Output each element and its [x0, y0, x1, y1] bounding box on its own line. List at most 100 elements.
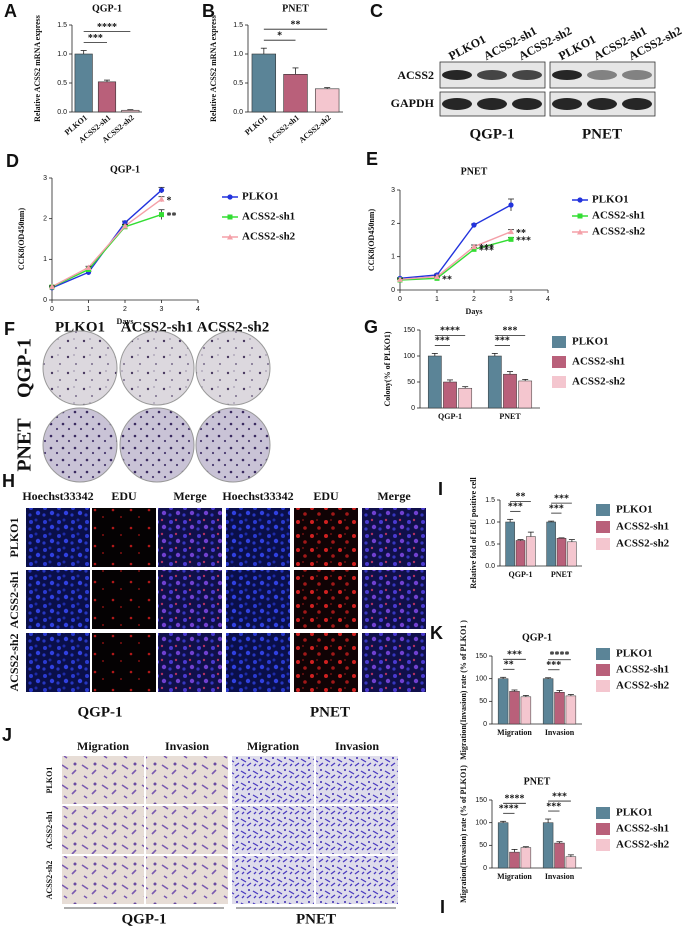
- bar: [97, 81, 117, 113]
- legend-swatch: [596, 664, 610, 676]
- micrograph: [146, 856, 228, 904]
- sig-label: ***: [503, 326, 518, 337]
- legend-swatch: [552, 376, 566, 388]
- column-label: Hoechst33342: [222, 489, 293, 503]
- x-tick-label: ACSS2-sh2: [297, 113, 332, 145]
- micrograph: [92, 570, 156, 629]
- x-tick-label: QGP-1: [438, 412, 462, 421]
- plate-image: [42, 330, 118, 406]
- point: [158, 196, 165, 202]
- legend-label: ACSS2-sh2: [242, 231, 296, 243]
- bar: [509, 691, 520, 725]
- column-label: Merge: [173, 489, 207, 503]
- micrograph: [226, 570, 290, 629]
- x-tick-label: Invasion: [545, 728, 575, 737]
- bar: [526, 536, 536, 567]
- row-label: QGP-1: [14, 338, 36, 398]
- legend-swatch: [552, 336, 566, 348]
- x-tick-label: QGP-1: [509, 570, 533, 579]
- y-tick-label: 1.5: [485, 497, 495, 504]
- panel-label: G: [364, 317, 378, 337]
- series-line: [399, 231, 512, 281]
- y-tick-label: 0: [483, 865, 487, 872]
- point: [85, 264, 92, 270]
- y-tick-label: 0.0: [57, 109, 67, 116]
- y-tick-label: 0.5: [57, 80, 67, 87]
- point: [434, 273, 440, 280]
- plate-image: [195, 330, 271, 406]
- sig-label: **: [504, 660, 514, 671]
- bar: [251, 53, 277, 113]
- panel-label: F: [4, 319, 15, 339]
- column-label: PLKO1: [55, 319, 105, 335]
- bar: [565, 856, 577, 869]
- y-tick-label: 1.5: [233, 22, 243, 29]
- row-label: PNET: [14, 418, 36, 472]
- blot-band: [477, 70, 507, 80]
- y-tick-label: 1.0: [57, 51, 67, 58]
- y-axis-label: Migration(Invasion) rate (% of PLKO1): [459, 765, 468, 903]
- y-tick-label: 2: [391, 220, 395, 227]
- group-label: PNET: [582, 126, 622, 142]
- legend-label: PLKO1: [616, 807, 653, 819]
- point: [508, 228, 514, 235]
- bar: [518, 380, 533, 409]
- legend-label: ACSS2-sh2: [616, 680, 670, 692]
- point: [471, 222, 477, 228]
- sig-label: ***: [88, 33, 103, 44]
- legend-marker: [577, 197, 583, 203]
- y-axis-label: CCK8(OD450nm): [17, 208, 26, 271]
- bar: [314, 88, 340, 113]
- sig-label: ***: [495, 336, 510, 347]
- y-tick-label: 50: [479, 842, 487, 849]
- y-tick-label: 1: [43, 256, 47, 263]
- sig-label: ****: [499, 804, 519, 815]
- point: [471, 243, 477, 250]
- micrograph: [62, 756, 144, 804]
- blot-band: [477, 98, 507, 110]
- legend-marker: [227, 194, 233, 200]
- x-tick-label: 0: [50, 306, 54, 313]
- micrograph: [158, 633, 222, 692]
- panel-label: H: [2, 471, 15, 491]
- sig-label: ****: [97, 22, 117, 33]
- micrograph: [362, 633, 426, 692]
- micrograph: [362, 570, 426, 629]
- x-tick-label: Migration: [497, 872, 532, 881]
- sig-label: ***: [507, 650, 522, 661]
- x-axis-label: Days: [117, 317, 134, 326]
- column-label: ACSS2-sh2: [197, 319, 270, 335]
- sig-label: ***: [549, 503, 564, 514]
- x-axis-label: Days: [466, 307, 483, 316]
- bar: [509, 851, 520, 869]
- plate-image: [119, 407, 195, 483]
- group-label: PNET: [296, 911, 336, 927]
- series-line: [51, 198, 162, 288]
- y-tick-label: 0: [391, 287, 395, 294]
- x-tick-label: 1: [87, 306, 91, 313]
- bar: [443, 381, 457, 409]
- micrograph: [62, 856, 144, 904]
- column-label: Merge: [377, 489, 411, 503]
- x-tick-label: 3: [509, 296, 513, 303]
- plate-image: [119, 330, 195, 406]
- legend-label: ACSS2-sh2: [616, 538, 670, 550]
- column-label: ACSS2-sh1: [121, 319, 194, 335]
- sig-label: ***: [435, 336, 450, 347]
- micrograph: [62, 806, 144, 854]
- x-tick-label: 2: [472, 296, 476, 303]
- bar: [542, 678, 554, 725]
- legend-label: ACSS2-sh2: [592, 226, 646, 238]
- chart-title: PNET: [461, 166, 488, 177]
- y-axis-label: Relative ACSS2 mRNA express: [33, 15, 42, 122]
- micrograph: [316, 856, 398, 904]
- sig-label: ***: [508, 502, 523, 513]
- y-tick-label: 0.5: [485, 541, 495, 548]
- bar: [427, 355, 442, 409]
- x-tick-label: 2: [123, 306, 127, 313]
- sig-label: **: [167, 211, 177, 222]
- sig-label: *: [167, 195, 172, 206]
- column-label: Invasion: [335, 739, 379, 753]
- sig-label: ***: [552, 791, 567, 802]
- blot-band: [622, 98, 652, 110]
